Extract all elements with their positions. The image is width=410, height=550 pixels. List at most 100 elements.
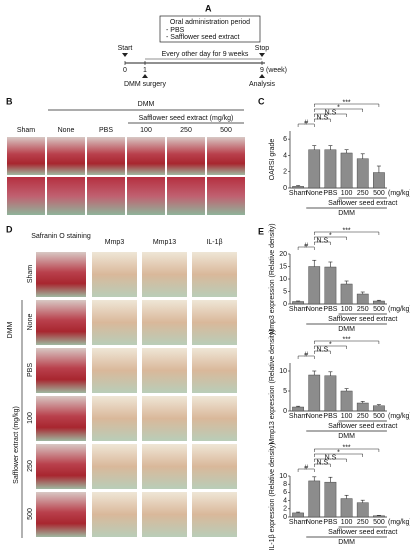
marker: [122, 53, 128, 57]
histology-image: [127, 137, 165, 175]
ihc-image: [36, 492, 86, 537]
marker: [142, 74, 148, 78]
ihc-image: [142, 444, 187, 489]
significance: ***: [342, 227, 350, 234]
label: Mmp13: [153, 239, 176, 246]
label: Mmp3: [105, 239, 125, 246]
bracket: [314, 463, 331, 467]
ihc-image: [142, 348, 187, 393]
group-label: Safflower seed extract: [328, 423, 397, 430]
unit-label: (mg/kg): [388, 306, 410, 313]
bar: [373, 172, 385, 189]
ihc-image: [36, 348, 86, 393]
y-axis-label: Mmp13 expression (Relative density): [269, 329, 276, 444]
significance: N.S: [316, 237, 328, 244]
group-label: Safflower seed extract: [328, 529, 397, 536]
bar: [324, 481, 337, 518]
bar: [356, 158, 369, 189]
label: - Safflower seed extract: [166, 34, 239, 41]
bar: [292, 406, 304, 412]
label: Analysis: [249, 81, 276, 88]
bar: [292, 186, 304, 189]
group-label: Safflower seed extract: [328, 200, 397, 207]
label: Sham: [27, 265, 34, 283]
label: 100: [140, 127, 152, 134]
panel-label: C: [258, 96, 265, 106]
label: None: [58, 127, 75, 134]
label: 0: [123, 67, 127, 74]
significance: #: [304, 242, 308, 249]
label: IL-1β: [206, 239, 222, 246]
bracket: [314, 448, 380, 452]
label: (week): [266, 67, 287, 74]
bar: [340, 390, 353, 412]
x-tick-label: Sham: [289, 306, 307, 313]
bar: [340, 152, 353, 189]
x-tick-label: 100: [341, 190, 353, 197]
unit-label: (mg/kg): [388, 519, 410, 526]
label: Sham: [17, 127, 35, 134]
significance: *: [329, 341, 332, 348]
bracket: [314, 241, 331, 245]
label: DMM: [7, 321, 14, 338]
histology-image: [7, 137, 45, 175]
bracket: [314, 340, 380, 344]
histology-image: [127, 177, 165, 215]
y-tick-label: 0: [283, 185, 287, 192]
significance: N.S: [316, 114, 328, 121]
x-tick-label: 100: [341, 306, 353, 313]
x-tick-label: None: [306, 519, 323, 526]
unit-label: (mg/kg): [388, 190, 410, 197]
ihc-image: [92, 492, 137, 537]
y-axis-label: Mmp3 expression (Relative density): [269, 223, 276, 334]
x-tick-label: 100: [341, 413, 353, 420]
ihc-image: [142, 252, 187, 297]
significance: N.S: [316, 346, 328, 353]
bracket: [297, 468, 315, 472]
x-tick-label: PBS: [323, 413, 337, 420]
significance: #: [304, 464, 308, 471]
bracket: [314, 236, 347, 240]
group-label: DMM: [338, 539, 355, 546]
x-tick-label: 250: [357, 519, 369, 526]
y-tick-label: 2: [283, 506, 287, 513]
ihc-image: [192, 300, 237, 345]
label: 9: [260, 67, 264, 74]
ihc-image: [36, 252, 86, 297]
histology-image: [167, 177, 205, 215]
significance: N.S: [325, 454, 337, 461]
histology-image: [207, 137, 245, 175]
bracket: [314, 108, 363, 112]
y-tick-label: 8: [283, 481, 287, 488]
bar: [373, 515, 385, 518]
y-tick-label: 5: [283, 388, 287, 395]
significance: ***: [342, 336, 350, 343]
ihc-image: [92, 300, 137, 345]
bar: [356, 402, 369, 412]
bar: [324, 149, 337, 189]
y-tick-label: 20: [279, 251, 287, 258]
x-tick-label: 250: [357, 306, 369, 313]
y-tick-label: 0: [283, 514, 287, 521]
ihc-image: [36, 396, 86, 441]
y-tick-label: 5: [283, 288, 287, 295]
group-label: Safflower seed extract: [328, 316, 397, 323]
x-tick-label: Sham: [289, 519, 307, 526]
ihc-image: [92, 252, 137, 297]
y-axis-label: OARSI grade: [269, 139, 276, 181]
x-tick-label: 500: [373, 190, 385, 197]
y-axis-label: IL-1β expression (Relative density): [269, 443, 276, 550]
panel-label: B: [6, 96, 13, 106]
x-tick-label: 100: [341, 519, 353, 526]
x-tick-label: 250: [357, 190, 369, 197]
bracket: [314, 118, 331, 122]
y-tick-label: 6: [283, 489, 287, 496]
x-tick-label: PBS: [323, 306, 337, 313]
significance: *: [337, 104, 340, 111]
label: Safranin O staining: [31, 233, 91, 240]
bracket: [314, 350, 331, 354]
label: Start: [118, 45, 133, 52]
x-tick-label: Sham: [289, 190, 307, 197]
